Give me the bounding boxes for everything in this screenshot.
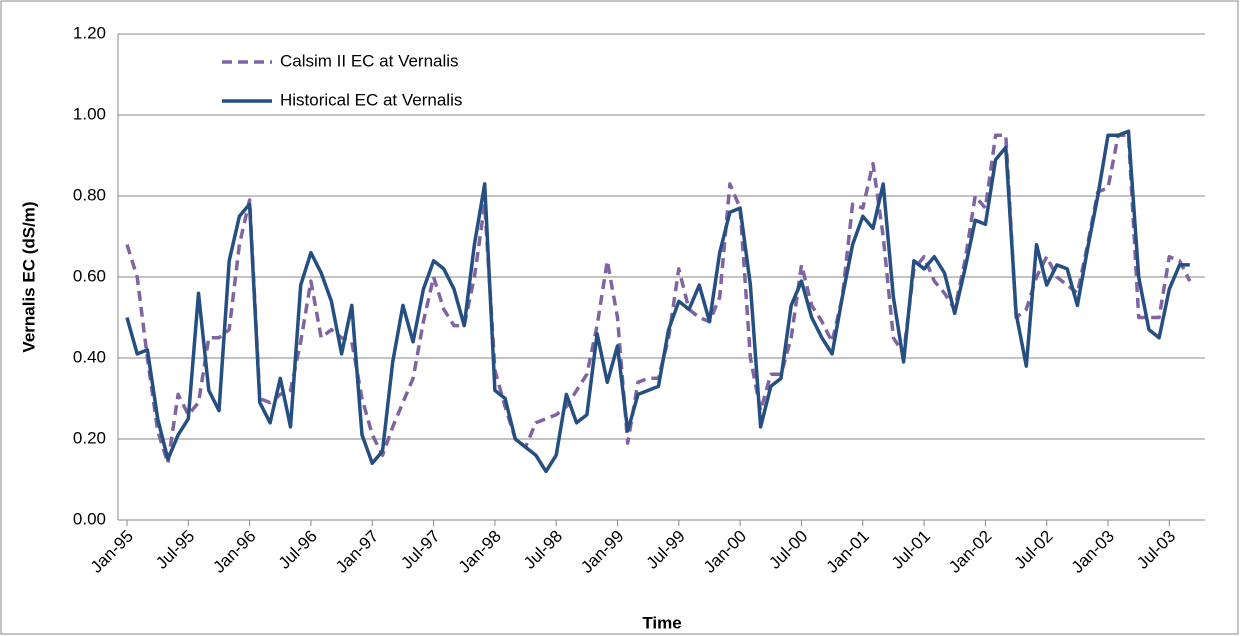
legend-label: Calsim II EC at Vernalis <box>280 51 459 70</box>
y-tick-label: 0.00 <box>73 509 106 528</box>
legend-label: Historical EC at Vernalis <box>280 90 462 109</box>
y-tick-label: 0.60 <box>73 266 106 285</box>
series-line <box>125 129 1190 474</box>
y-tick-label: 0.80 <box>73 185 106 204</box>
x-axis-title: Time <box>642 613 681 632</box>
y-tick-label: 0.40 <box>73 347 106 366</box>
y-tick-label: 0.20 <box>73 428 106 447</box>
y-axis-title: Vernalis EC (dS/m) <box>19 201 38 352</box>
y-tick-label: 1.20 <box>73 23 106 42</box>
y-tick-label: 1.00 <box>73 104 106 123</box>
